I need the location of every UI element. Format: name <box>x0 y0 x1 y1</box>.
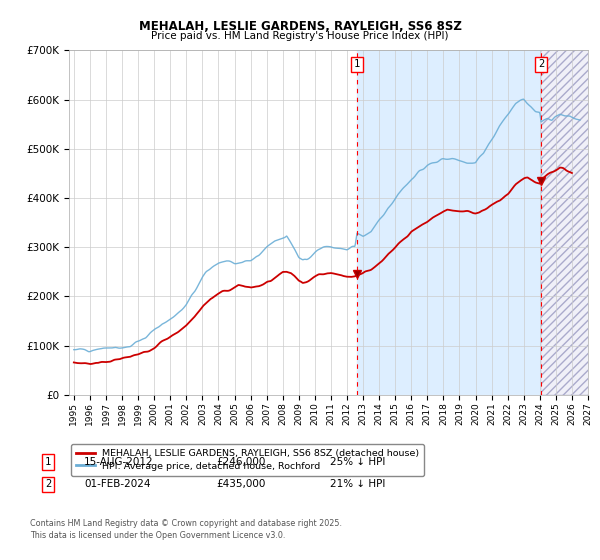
Text: Contains HM Land Registry data © Crown copyright and database right 2025.
This d: Contains HM Land Registry data © Crown c… <box>30 519 342 540</box>
Text: 1: 1 <box>45 457 51 467</box>
Bar <box>357 50 541 395</box>
Text: 2: 2 <box>45 479 51 489</box>
Text: 21% ↓ HPI: 21% ↓ HPI <box>330 479 385 489</box>
Text: 01-FEB-2024: 01-FEB-2024 <box>84 479 151 489</box>
Text: Price paid vs. HM Land Registry's House Price Index (HPI): Price paid vs. HM Land Registry's House … <box>151 31 449 41</box>
Text: £246,000: £246,000 <box>216 457 265 467</box>
Text: 2: 2 <box>538 59 544 69</box>
Text: 1: 1 <box>354 59 360 69</box>
Legend: MEHALAH, LESLIE GARDENS, RAYLEIGH, SS6 8SZ (detached house), HPI: Average price,: MEHALAH, LESLIE GARDENS, RAYLEIGH, SS6 8… <box>71 444 424 475</box>
Text: MEHALAH, LESLIE GARDENS, RAYLEIGH, SS6 8SZ: MEHALAH, LESLIE GARDENS, RAYLEIGH, SS6 8… <box>139 20 461 32</box>
Text: £435,000: £435,000 <box>216 479 265 489</box>
Bar <box>541 50 596 395</box>
Text: 25% ↓ HPI: 25% ↓ HPI <box>330 457 385 467</box>
Text: 15-AUG-2012: 15-AUG-2012 <box>84 457 154 467</box>
